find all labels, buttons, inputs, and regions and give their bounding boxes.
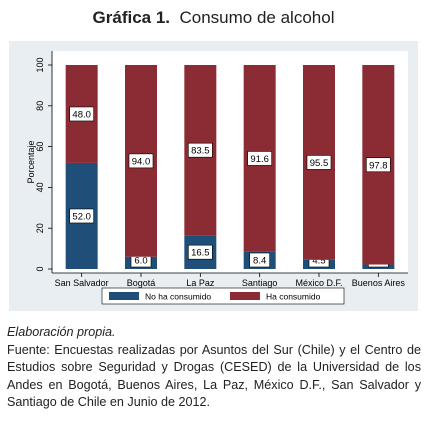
legend-box [101, 287, 345, 305]
value-label-0-2: 16.5 [191, 248, 210, 259]
value-label-0-1: 6.0 [134, 256, 147, 267]
source-note: Fuente: Encuestas realizadas por Asuntos… [7, 342, 421, 410]
value-label-box-0-3 [249, 252, 270, 268]
chart-title-text: Consumo de alcohol [179, 8, 335, 27]
legend-swatch-0 [109, 292, 139, 300]
value-label-box-0-0 [69, 208, 94, 224]
x-tick-label-0: San Salvador [55, 278, 109, 288]
y-tick-label-3: 60 [35, 142, 45, 152]
value-label-box-1-3 [247, 151, 272, 166]
value-label-1-0: 48.0 [72, 109, 91, 120]
legend-label-0: No ha consumido [145, 292, 211, 302]
x-tick-label-3: Santiago [242, 278, 278, 288]
x-tick-label-2: La Paz [186, 278, 215, 288]
y-axis-label: Porcentaje [26, 140, 36, 183]
chart-frame: 52.048.06.094.016.583.58.491.64.595.52.2… [9, 41, 418, 311]
chart-notes: Elaboración propia. Fuente: Encuestas re… [7, 324, 421, 412]
chart-title: Gráfica 1. Consumo de alcohol [0, 8, 427, 28]
y-tick-label-4: 80 [35, 101, 45, 111]
value-label-0-0: 52.0 [72, 211, 91, 222]
value-label-0-4: 4.5 [312, 256, 325, 267]
x-tick-label-1: Bogotá [127, 278, 156, 288]
value-label-0-3: 8.4 [253, 256, 266, 267]
value-label-box-0-2 [188, 244, 213, 260]
y-tick-label-5: 100 [35, 57, 45, 72]
value-label-box-1-1 [128, 153, 154, 169]
credit-note: Elaboración propia. [7, 325, 116, 339]
chart-title-prefix: Gráfica 1. [92, 8, 171, 27]
x-tick-label-5: Buenos Aires [352, 278, 406, 288]
stacked-bar-chart: 52.048.06.094.016.583.58.491.64.595.52.2… [26, 51, 408, 305]
x-tick-label-4: México D.F. [295, 278, 342, 288]
plot-area [52, 51, 408, 273]
value-label-1-3: 91.6 [250, 154, 269, 165]
y-tick-label-1: 20 [35, 223, 45, 233]
y-tick-label-2: 40 [35, 182, 45, 192]
y-tick-label-0: 0 [35, 266, 45, 271]
value-label-1-2: 83.5 [191, 146, 210, 157]
legend-swatch-1 [230, 292, 260, 300]
value-label-box-1-0 [69, 106, 94, 122]
value-label-1-5: 97.8 [369, 160, 388, 171]
value-label-box-1-5 [366, 157, 391, 173]
value-label-1-1: 94.0 [132, 156, 151, 167]
value-label-box-1-2 [188, 142, 213, 158]
legend-label-1: Ha consumido [266, 292, 321, 302]
value-label-1-4: 95.5 [310, 158, 329, 169]
value-label-box-1-4 [306, 155, 332, 170]
